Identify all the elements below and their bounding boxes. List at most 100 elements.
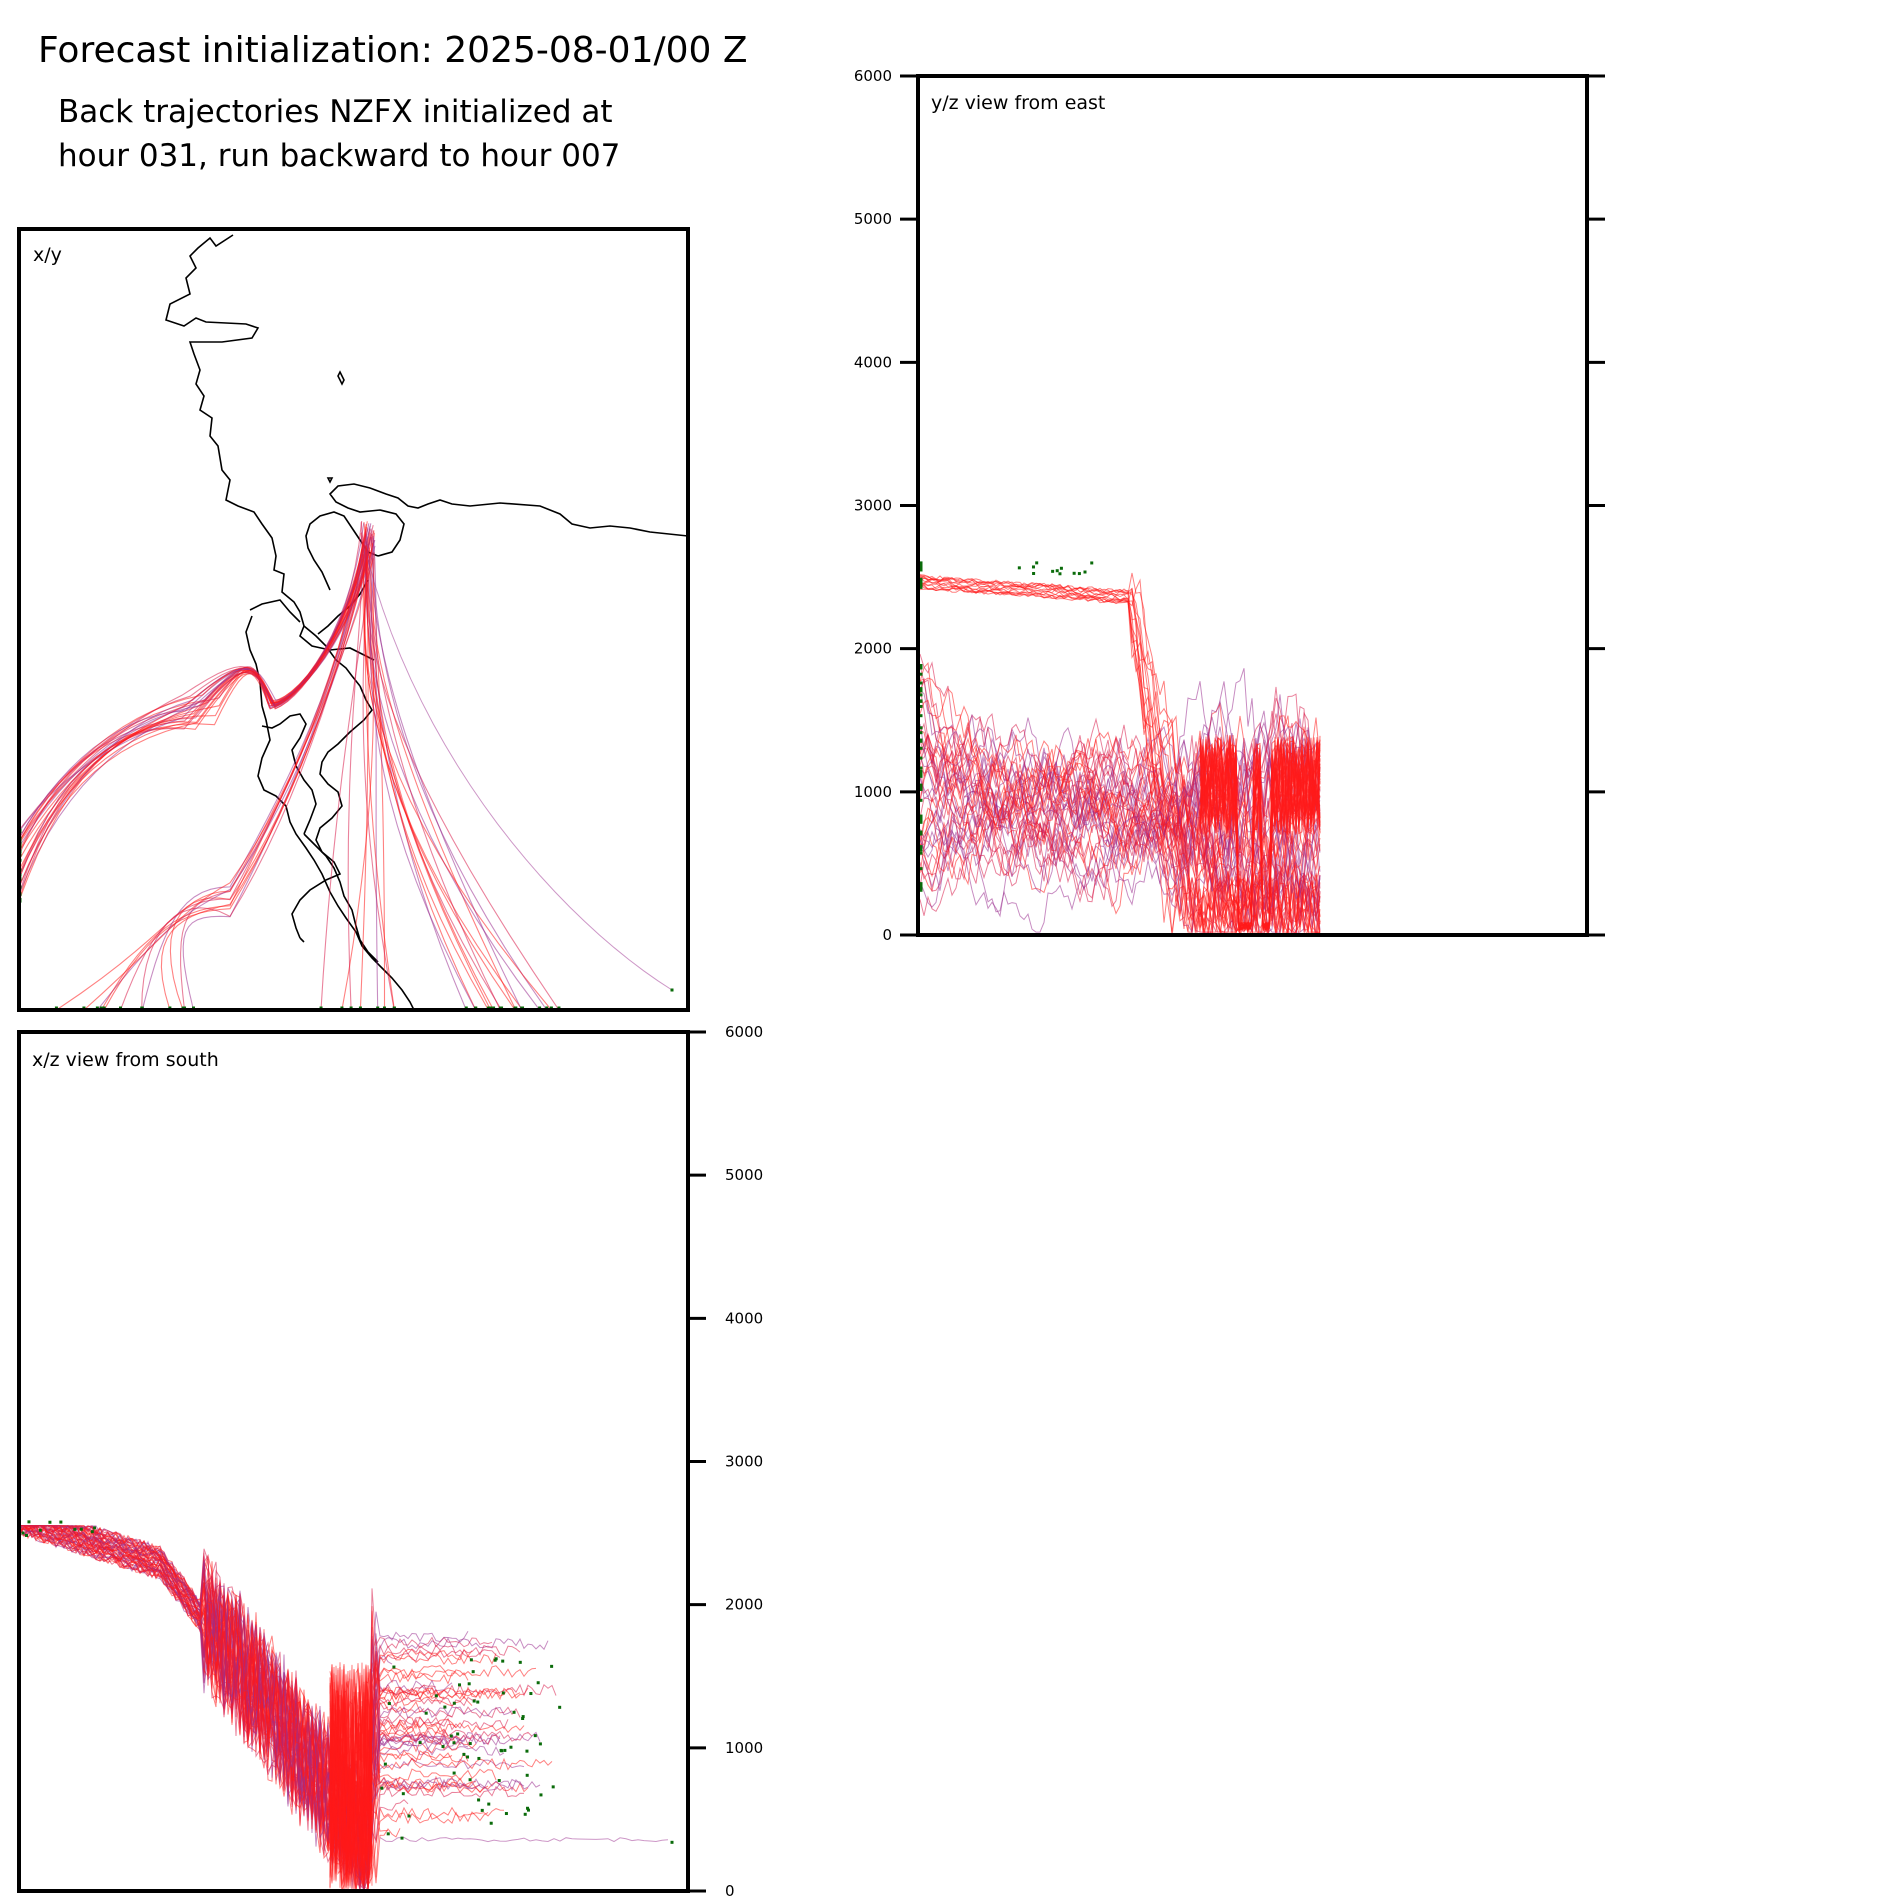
yz-endpoint-marker xyxy=(1031,565,1035,569)
xz-endpoint-marker xyxy=(533,1734,537,1738)
xz-endpoint-marker xyxy=(462,1752,466,1756)
coastline-segment xyxy=(299,937,305,943)
xz-endpoint-marker xyxy=(27,1520,31,1524)
xz-endpoint-marker xyxy=(466,1755,470,1759)
yz-endpoint-marker xyxy=(919,731,923,735)
xz-endpoint-marker xyxy=(558,1705,562,1709)
yz-endpoint-marker xyxy=(919,568,923,572)
y-tick-label: 4000 xyxy=(725,1309,763,1327)
xz-endpoint-marker xyxy=(501,1691,505,1695)
xy-trajectory-line xyxy=(103,558,363,1010)
yz-endpoint-marker xyxy=(1059,566,1063,570)
xz-endpoint-marker xyxy=(504,1812,508,1816)
xz-endpoint-marker xyxy=(512,1710,516,1714)
xz-endpoint-marker xyxy=(503,1748,507,1752)
xy-trajectory-line xyxy=(364,545,492,1010)
xz-endpoint-marker xyxy=(392,1665,396,1669)
yz-endpoint-marker xyxy=(919,664,923,668)
xy-trajectory-line xyxy=(19,541,364,879)
coastline-segment xyxy=(291,685,373,939)
yz-endpoint-marker xyxy=(1058,572,1062,576)
xz-endpoint-marker xyxy=(525,1749,529,1753)
xy-trajectory-line xyxy=(320,530,374,1010)
yz-trajectory-line xyxy=(1199,734,1321,932)
yz-trajectory-line xyxy=(919,575,1321,935)
yz-endpoint-marker xyxy=(1035,561,1039,565)
xy-trajectory-line xyxy=(19,549,373,861)
xz-endpoint-marker xyxy=(509,1745,513,1749)
y-tick-label: 3000 xyxy=(854,497,892,515)
yz-endpoint-marker xyxy=(919,584,923,588)
yz-endpoint-marker xyxy=(919,830,923,834)
yz-endpoint-marker xyxy=(919,846,923,850)
xz-endpoint-marker xyxy=(467,1682,471,1686)
yz-endpoint-marker xyxy=(919,687,923,691)
xy-trajectory-line xyxy=(363,522,477,1010)
y-tick-label: 3000 xyxy=(725,1453,763,1471)
xz-endpoint-marker xyxy=(38,1528,42,1532)
xz-trajectory-line xyxy=(20,1524,501,1882)
xz-endpoint-marker xyxy=(400,1836,404,1840)
xz-trajectory-layer xyxy=(19,1524,669,1891)
yz-endpoint-marker xyxy=(919,766,923,770)
yz-endpoint-marker xyxy=(919,882,923,886)
xy-trajectory-line xyxy=(366,536,523,1010)
xy-trajectory-line xyxy=(19,534,367,852)
y-tick-label: 2000 xyxy=(725,1596,763,1614)
y-tick-label: 0 xyxy=(882,926,892,944)
yz-endpoint-marker xyxy=(919,786,923,790)
xz-endpoint-marker xyxy=(501,1659,505,1663)
xy-map-panel: x/y xyxy=(17,227,690,1012)
xz-endpoint-marker xyxy=(401,1792,405,1796)
xz-endpoint-marker xyxy=(477,1756,481,1760)
xy-trajectory-line xyxy=(347,522,363,1010)
xz-endpoint-marker xyxy=(443,1705,447,1709)
xz-trajectory-line xyxy=(329,1669,373,1875)
yz-panel-label: y/z view from east xyxy=(931,92,1105,114)
yz-trajectory-line xyxy=(919,668,1321,868)
yz-endpoint-marker xyxy=(919,774,923,778)
xz-endpoint-marker xyxy=(387,1702,391,1706)
xz-endpoint-marker xyxy=(21,1531,25,1535)
yz-endpoint-marker xyxy=(919,577,923,581)
coastline-segment xyxy=(249,599,301,623)
xz-endpoint-marker xyxy=(487,1802,491,1806)
xz-endpoint-marker xyxy=(529,1692,533,1696)
yz-endpoint-marker xyxy=(919,564,923,568)
xz-trajectory-line xyxy=(20,1525,385,1877)
coastline-segment xyxy=(337,370,345,386)
yz-endpoint-marker xyxy=(919,580,923,584)
yz-trajectory-line xyxy=(919,575,1321,935)
xz-trajectory-line xyxy=(20,1525,553,1872)
xz-endpoint-marker xyxy=(521,1716,525,1720)
yz-endpoint-marker xyxy=(919,739,923,743)
xz-endpoint-marker xyxy=(499,1748,503,1752)
xy-trajectory-line xyxy=(119,534,372,1010)
xy-endpoint-marker xyxy=(670,988,674,992)
yz-endpoint-marker xyxy=(919,798,923,802)
xz-endpoint-marker xyxy=(526,1808,530,1812)
xy-trajectory-line xyxy=(365,543,560,1010)
xz-endpoint-marker xyxy=(452,1701,456,1705)
xz-endpoint-marker xyxy=(434,1694,438,1698)
xz-axis-ticks: 0 1000 2000 3000 4000 5000 6000 xyxy=(688,1023,763,1900)
xz-endpoint-marker xyxy=(489,1821,493,1825)
yz-trajectory-line xyxy=(1199,737,1321,930)
xy-trajectory-line xyxy=(372,552,495,1010)
yz-endpoint-marker xyxy=(919,756,923,760)
coastline-segment xyxy=(303,833,379,963)
xy-trajectory-line xyxy=(141,533,373,1010)
xy-trajectory-line xyxy=(367,559,673,991)
xz-endpoint-marker xyxy=(90,1530,94,1534)
xz-endpoint-marker xyxy=(59,1520,63,1524)
xz-trajectory-line xyxy=(19,1529,477,1890)
xz-endpoint-marker xyxy=(424,1711,428,1715)
xz-endpoint-marker xyxy=(497,1779,501,1783)
yz-endpoint-marker xyxy=(1055,569,1059,573)
xy-panel-label: x/y xyxy=(33,244,62,266)
xz-trajectory-line xyxy=(379,1836,669,1843)
yz-endpoint-marker xyxy=(919,746,923,750)
coastline-segment xyxy=(328,483,688,557)
xz-endpoint-marker xyxy=(493,1658,497,1662)
xz-endpoint-marker xyxy=(452,1771,456,1775)
